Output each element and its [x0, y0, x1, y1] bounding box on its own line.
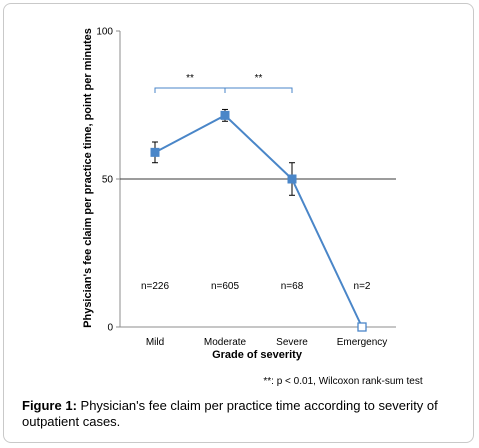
x-tick-label: Emergency — [337, 337, 388, 348]
significance-bracket-line — [154, 87, 226, 93]
x-tick-label: Moderate — [204, 337, 247, 348]
count-label: n=2 — [354, 281, 371, 292]
significance-bracket: ** — [154, 73, 226, 93]
figure-frame — [3, 3, 474, 443]
series-line — [154, 114, 363, 328]
data-point — [220, 110, 230, 120]
chart-marks: n=226 n=605 n=68 n=2 ** ** — [141, 73, 371, 332]
y-axis-title: Physician's fee claim per practice time,… — [82, 28, 94, 328]
data-point — [287, 174, 297, 184]
y-tick-label: 0 — [107, 323, 113, 334]
count-label: n=605 — [211, 281, 240, 292]
significance-label: ** — [255, 73, 263, 84]
caption-text: Physician's fee claim per practice time … — [22, 398, 438, 429]
x-axis-title: Grade of severity — [212, 349, 303, 361]
significance-note: **: p < 0.01, Wilcoxon rank-sum test — [263, 376, 422, 387]
x-tick-label: Severe — [276, 337, 308, 348]
chart-axes: 0 50 100 Mild Moderate Severe Emergency — [96, 27, 396, 348]
significance-bracket-line — [224, 87, 293, 93]
caption-label: Figure 1: — [22, 398, 77, 413]
y-tick-label: 100 — [96, 27, 113, 38]
count-label: n=226 — [141, 281, 170, 292]
x-tick-label: Mild — [146, 337, 164, 348]
data-point — [357, 322, 367, 332]
significance-bracket: ** — [224, 73, 293, 93]
y-tick-label: 50 — [102, 175, 114, 186]
data-point — [150, 147, 160, 157]
count-label: n=68 — [281, 281, 304, 292]
significance-label: ** — [186, 73, 194, 84]
figure-caption: Figure 1: Physician's fee claim per prac… — [22, 398, 467, 430]
